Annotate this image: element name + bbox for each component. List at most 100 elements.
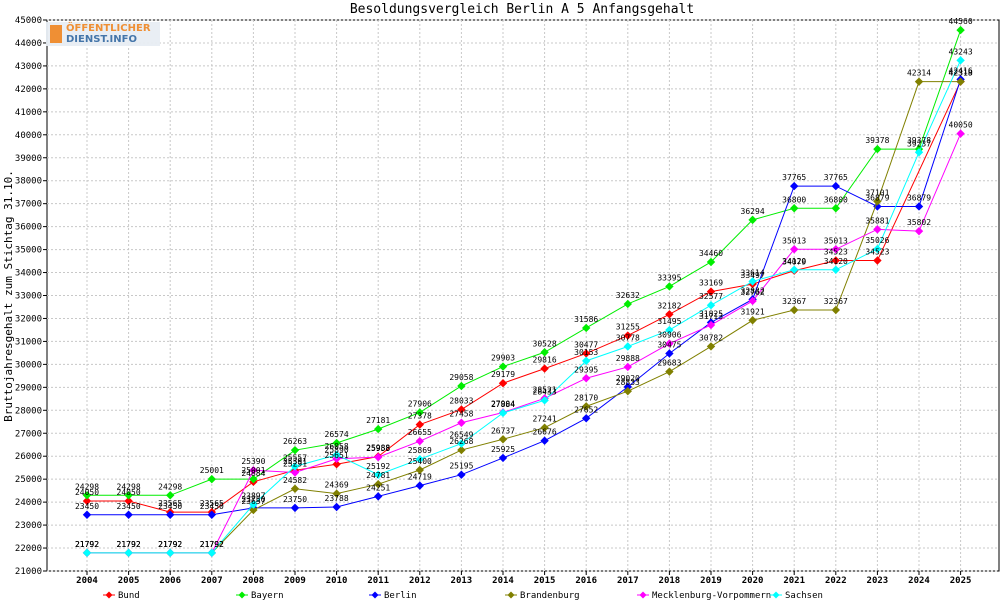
- data-label: 24050: [75, 488, 99, 497]
- data-point: [873, 244, 882, 254]
- data-point: [665, 349, 674, 358]
- data-point: [249, 466, 258, 475]
- legend-item-label: Bayern: [251, 591, 284, 600]
- data-point: [165, 548, 175, 558]
- x-tick-label: 2011: [367, 576, 389, 586]
- data-point: [540, 423, 549, 432]
- data-point: [706, 301, 716, 310]
- data-point: [748, 277, 757, 286]
- data-label: 34120: [824, 257, 848, 266]
- data-point: [332, 460, 341, 469]
- legend-item-label: Berlin: [384, 591, 417, 600]
- x-axis: 2004 2005 2006 2007 2008 2009 2010 2011 2012 2013…: [76, 571, 971, 586]
- data-label: 25390: [241, 457, 265, 466]
- data-point: [498, 435, 508, 444]
- data-label: 25869: [408, 446, 432, 455]
- legend-marker: [507, 591, 515, 599]
- data-label: 32632: [616, 291, 640, 300]
- data-label: 25391: [283, 457, 307, 466]
- data-label: 23450: [200, 502, 224, 511]
- y-tick-label: 29000: [15, 383, 42, 393]
- data-point: [124, 496, 133, 506]
- data-point: [581, 414, 591, 423]
- data-point: [623, 386, 633, 396]
- data-label: 28433: [533, 387, 557, 396]
- data-label: 27181: [366, 416, 390, 425]
- data-point: [623, 299, 633, 309]
- data-point: [581, 323, 591, 333]
- data-label: 24298: [158, 482, 182, 491]
- data-label: 27652: [574, 405, 598, 414]
- data-label: 25925: [491, 445, 515, 454]
- data-label: 23450: [117, 502, 141, 511]
- data-point: [665, 339, 674, 348]
- data-label: 21792: [200, 540, 224, 549]
- series-line: [87, 29, 962, 496]
- data-label: 23750: [241, 495, 265, 504]
- x-tick-label: 2017: [617, 576, 639, 586]
- data-point: [581, 402, 591, 411]
- data-label: 24298: [75, 482, 99, 491]
- data-point: [290, 484, 300, 493]
- data-point: [665, 367, 674, 376]
- data-label: 35026: [865, 236, 889, 245]
- x-tick-label: 2014: [492, 576, 514, 586]
- data-label: 29816: [533, 356, 557, 365]
- y-tick-label: 35000: [15, 246, 42, 256]
- data-point: [457, 405, 466, 414]
- data-label: 29020: [616, 374, 640, 383]
- y-tick-label: 39000: [15, 154, 42, 164]
- data-point: [873, 144, 882, 154]
- legend: Bund Bayern Berlin Brandenburg Mecklenburg-V…: [103, 591, 823, 600]
- data-point: [873, 197, 882, 206]
- y-tick-label: 26000: [15, 452, 42, 462]
- data-label: 24781: [366, 471, 390, 480]
- data-point: [831, 265, 841, 274]
- data-label: 26268: [449, 437, 473, 446]
- y-tick-label: 34000: [15, 269, 42, 279]
- data-label: 26058: [325, 442, 349, 451]
- data-point: [249, 505, 258, 515]
- data-point: [914, 77, 924, 86]
- data-point: [914, 226, 924, 236]
- data-label: 21792: [75, 540, 99, 549]
- data-point: [498, 362, 508, 371]
- data-label: 29683: [657, 359, 681, 368]
- y-tick-label: 37000: [15, 200, 42, 210]
- data-label: 34079: [782, 258, 806, 267]
- data-label: 21792: [158, 540, 182, 549]
- data-label: 36879: [865, 193, 889, 202]
- data-point: [249, 500, 258, 509]
- data-point: [415, 465, 425, 475]
- data-label: 29903: [491, 354, 515, 363]
- legend-marker: [371, 591, 379, 599]
- data-point: [207, 510, 217, 519]
- y-tick-label: 21000: [15, 567, 42, 577]
- data-label: 23450: [75, 502, 99, 511]
- data-label: 36294: [741, 207, 765, 216]
- data-label: 24582: [283, 476, 307, 485]
- data-point: [373, 452, 383, 462]
- legend-item-label: Sachsen: [785, 591, 823, 600]
- data-point: [665, 282, 674, 291]
- y-tick-label: 38000: [15, 177, 42, 187]
- data-point: [748, 215, 757, 225]
- data-point: [956, 56, 965, 65]
- data-label: 29395: [574, 365, 598, 374]
- data-label: 21792: [117, 540, 141, 549]
- data-point: [373, 492, 383, 501]
- x-tick-label: 2015: [534, 576, 556, 586]
- data-label: 30778: [616, 334, 640, 343]
- data-point: [831, 204, 841, 213]
- data-label: 27884: [491, 400, 515, 409]
- data-label: 35013: [824, 236, 848, 245]
- data-point: [623, 331, 633, 340]
- x-tick-label: 2007: [201, 576, 223, 586]
- logo-mark-icon: [50, 25, 62, 43]
- x-tick-label: 2019: [700, 576, 722, 586]
- x-tick-label: 2021: [783, 576, 805, 586]
- data-label: 25195: [449, 462, 473, 471]
- series-group: [82, 25, 965, 558]
- data-label: 25001: [200, 466, 224, 475]
- data-label: 31255: [616, 323, 640, 332]
